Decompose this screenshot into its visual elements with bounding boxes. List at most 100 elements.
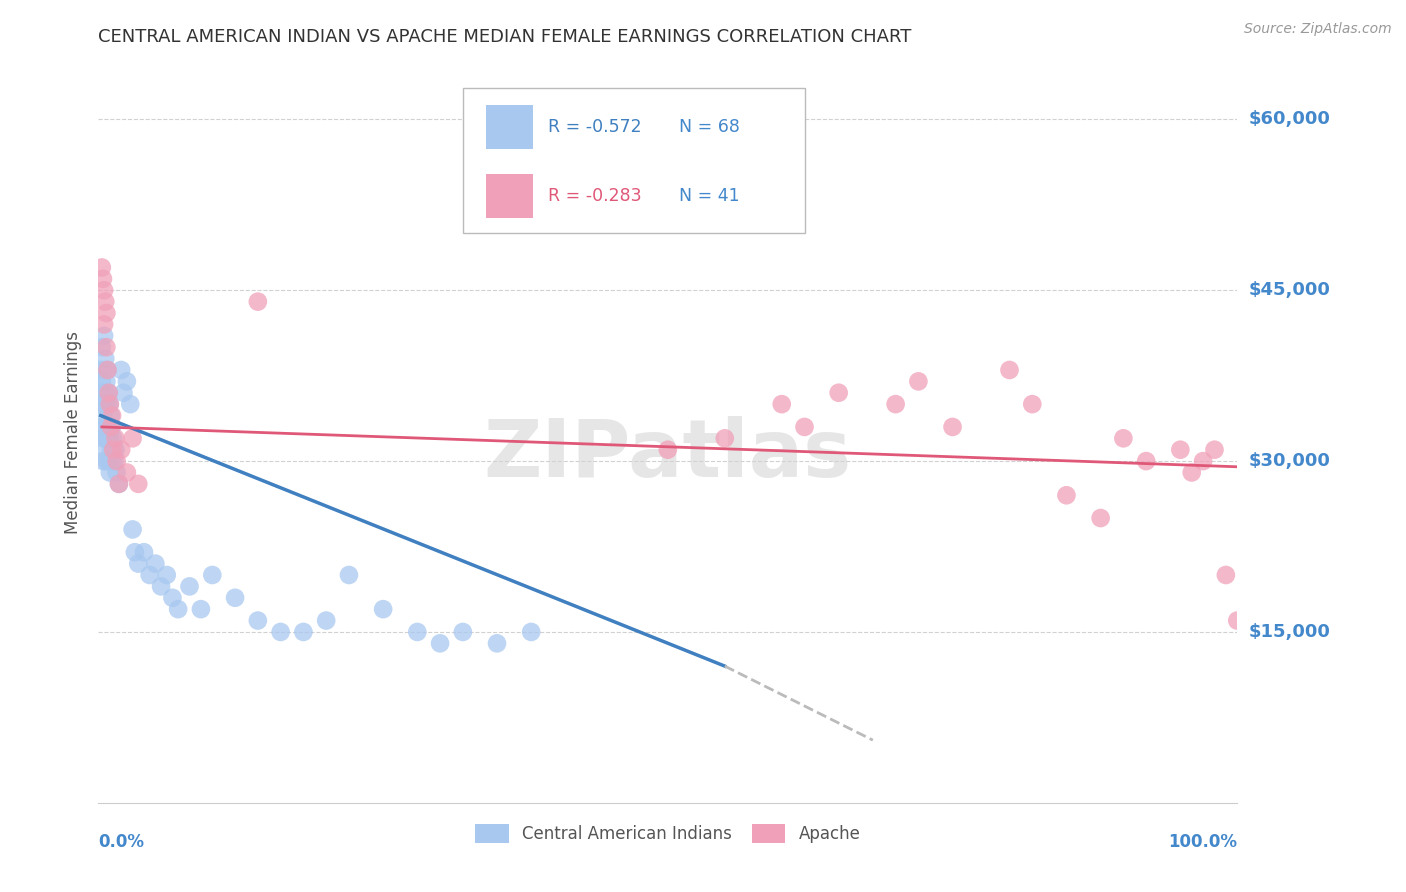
Point [224,591,246,605]
Point [91,272,114,286]
Point [90,260,112,275]
Point [127,557,149,571]
Point [371,602,394,616]
Point [1204,442,1226,457]
Point [100,409,122,423]
Point [138,568,160,582]
Point [315,614,337,628]
Point [190,602,212,616]
Point [97,385,120,400]
Point [120,397,142,411]
Point [828,385,851,400]
Point [96,431,118,445]
Point [156,568,179,582]
Point [520,624,543,639]
Point [121,523,143,537]
Point [246,614,269,628]
Text: R = -0.572: R = -0.572 [548,119,643,136]
Legend: Central American Indians, Apache: Central American Indians, Apache [468,817,868,850]
Point [93,318,115,332]
Point [115,375,138,389]
Point [97,385,120,400]
Point [1215,568,1237,582]
Point [998,363,1021,377]
Point [132,545,155,559]
Point [93,283,115,297]
Point [115,466,138,480]
Point [793,420,815,434]
Point [105,466,128,480]
Point [98,431,121,445]
Point [96,363,118,377]
Point [94,294,117,309]
Point [112,385,135,400]
Point [91,409,114,423]
Point [90,375,112,389]
Point [101,420,124,434]
Point [98,397,121,411]
Point [337,568,360,582]
Point [96,340,118,354]
Point [101,454,124,468]
Text: $60,000: $60,000 [1249,111,1330,128]
Point [270,624,292,639]
Point [451,624,474,639]
Point [91,385,114,400]
Point [292,624,315,639]
Point [246,294,269,309]
Point [108,476,131,491]
Point [657,442,679,457]
Point [93,363,115,377]
FancyBboxPatch shape [485,174,533,218]
Y-axis label: Median Female Earnings: Median Female Earnings [65,331,83,534]
Text: N = 41: N = 41 [679,187,740,205]
Point [90,397,112,411]
Text: $45,000: $45,000 [1249,281,1330,299]
Point [103,442,125,457]
Point [179,579,201,593]
Point [91,454,114,468]
Text: ZIPatlas: ZIPatlas [484,416,852,494]
Point [162,591,184,605]
Text: $30,000: $30,000 [1249,452,1330,470]
Text: Source: ZipAtlas.com: Source: ZipAtlas.com [1244,22,1392,37]
Point [96,454,118,468]
Point [201,568,224,582]
Text: $15,000: $15,000 [1249,623,1330,641]
Point [101,409,124,423]
Point [150,579,173,593]
Point [93,442,115,457]
Point [543,169,565,184]
Point [1226,614,1249,628]
Point [93,328,115,343]
Point [429,636,451,650]
Point [770,397,793,411]
Point [1192,454,1215,468]
Point [97,420,120,434]
Point [907,375,929,389]
Point [486,636,509,650]
Point [714,431,737,445]
Point [406,624,429,639]
Point [1181,466,1204,480]
Point [884,397,907,411]
Point [121,431,143,445]
Point [167,602,190,616]
Point [97,454,120,468]
Point [96,431,118,445]
Point [94,420,117,434]
Point [108,476,131,491]
Point [103,454,125,468]
Point [96,363,118,377]
Point [1170,442,1192,457]
Point [90,340,112,354]
Text: 0.0%: 0.0% [98,833,145,851]
Point [942,420,965,434]
Point [145,557,167,571]
Point [96,375,118,389]
Point [98,397,121,411]
Text: R = -0.283: R = -0.283 [548,187,643,205]
Point [104,431,127,445]
Point [96,306,118,320]
Text: 100.0%: 100.0% [1168,833,1237,851]
